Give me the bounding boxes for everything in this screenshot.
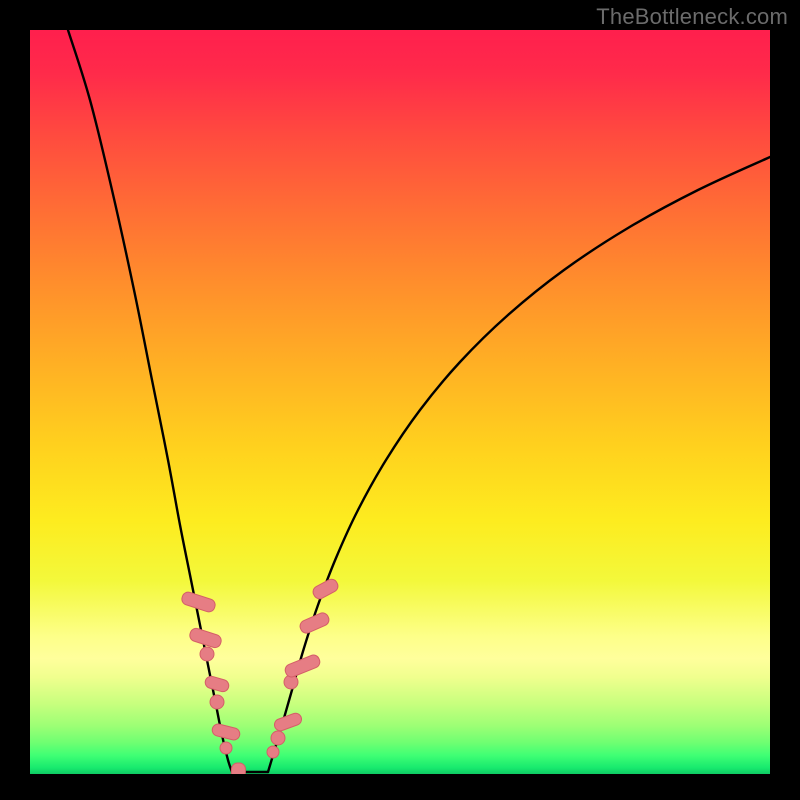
plot-area <box>30 30 770 774</box>
curve-right-branch <box>268 157 770 772</box>
data-marker <box>230 763 245 774</box>
data-marker <box>210 695 224 709</box>
data-marker <box>271 731 285 745</box>
figure-canvas: TheBottleneck.com <box>0 0 800 800</box>
data-marker <box>188 627 222 649</box>
data-marker <box>220 742 232 754</box>
data-marker <box>200 647 214 661</box>
data-marker <box>267 746 279 758</box>
data-marker <box>273 712 303 733</box>
data-marker <box>180 591 216 614</box>
watermark-label: TheBottleneck.com <box>596 4 788 30</box>
data-marker <box>311 577 340 601</box>
curve-layer <box>30 30 770 774</box>
data-marker <box>211 723 241 741</box>
data-marker <box>204 675 230 693</box>
